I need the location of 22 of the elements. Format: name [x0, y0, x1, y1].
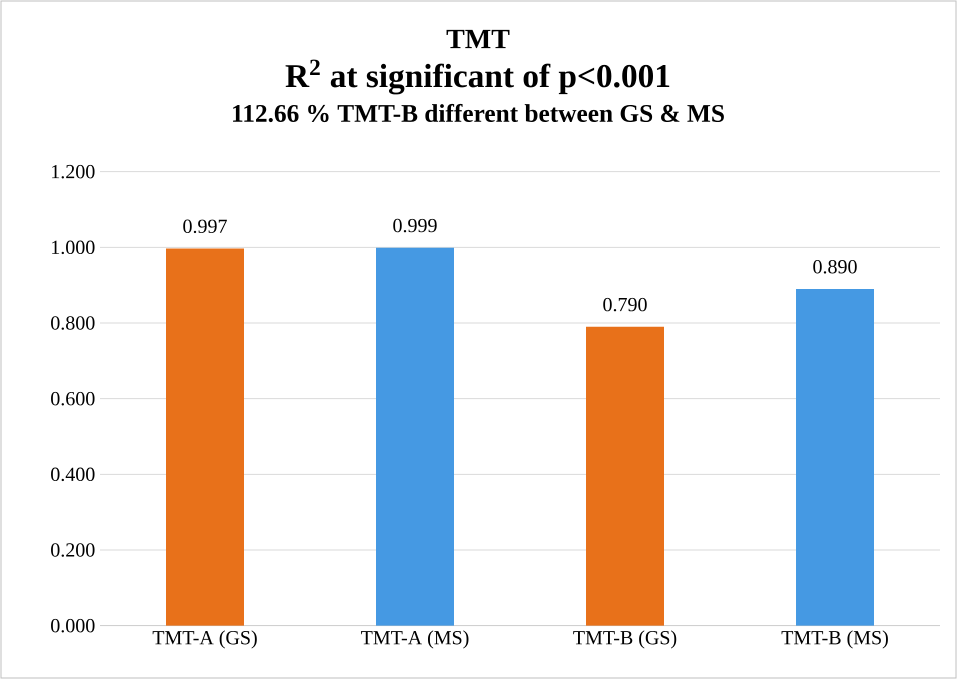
bar — [796, 288, 874, 626]
bar — [166, 248, 244, 626]
data-label: 0.890 — [813, 260, 857, 274]
x-tick-label: TMT-B (GS) — [573, 630, 676, 649]
y-tick-label: 0.200 — [51, 543, 95, 557]
y-tick-label: 0.800 — [51, 316, 95, 330]
bar — [586, 326, 664, 626]
y-tick-label: 0.600 — [51, 392, 95, 406]
x-tick-label: TMT-A (MS) — [361, 630, 468, 649]
bar — [376, 248, 454, 626]
y-tick-label: 0.400 — [51, 468, 95, 482]
y-tick-label: 0.000 — [51, 618, 95, 632]
data-label: 0.790 — [603, 298, 647, 312]
y-tick-label: 1.200 — [52, 164, 95, 178]
data-label: 0.999 — [393, 218, 437, 232]
x-tick-label: TMT-A (GS) — [152, 630, 257, 649]
data-label: 0.997 — [183, 220, 227, 234]
chart-title: TMT — [446, 30, 510, 48]
x-tick-label: TMT-B (MS) — [782, 630, 888, 649]
chart-subtitle: R$^{2}$ at significant of p<0.001 — [286, 60, 670, 94]
y-tick-label: 1.000 — [52, 240, 95, 254]
text: 112.66 % TMT-B different between GS & MS — [233, 104, 724, 122]
